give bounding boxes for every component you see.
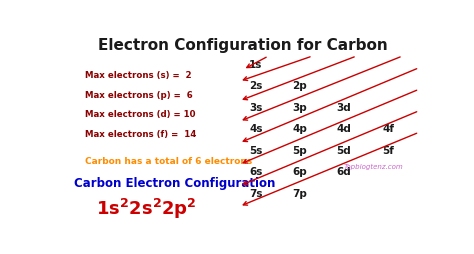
Text: 6p: 6p	[292, 167, 307, 177]
Text: 1s: 1s	[249, 60, 263, 70]
Text: 2s: 2s	[249, 81, 263, 91]
Text: 3d: 3d	[337, 103, 351, 113]
Text: Max electrons (s) =  2: Max electrons (s) = 2	[85, 71, 191, 80]
Text: Carbon Electron Configuration: Carbon Electron Configuration	[74, 177, 275, 189]
Text: 5p: 5p	[292, 146, 307, 156]
Text: 6d: 6d	[337, 167, 351, 177]
Text: 4f: 4f	[382, 124, 394, 134]
Text: Topblogtenz.com: Topblogtenz.com	[344, 164, 403, 170]
Text: 4s: 4s	[249, 124, 263, 134]
Text: Max electrons (f) =  14: Max electrons (f) = 14	[85, 130, 196, 139]
Text: 6s: 6s	[249, 167, 263, 177]
Text: 4p: 4p	[292, 124, 307, 134]
Text: 5d: 5d	[337, 146, 351, 156]
Text: $\mathbf{1s^{2}2s^{2}2p^{2}}$: $\mathbf{1s^{2}2s^{2}2p^{2}}$	[96, 196, 197, 220]
Text: Max electrons (d) = 10: Max electrons (d) = 10	[85, 110, 195, 119]
Text: Carbon has a total of 6 electrons: Carbon has a total of 6 electrons	[85, 157, 252, 166]
Text: 7s: 7s	[249, 189, 263, 199]
Text: Electron Configuration for Carbon: Electron Configuration for Carbon	[98, 38, 388, 53]
Text: 2p: 2p	[292, 81, 307, 91]
Text: Max electrons (p) =  6: Max electrons (p) = 6	[85, 90, 193, 100]
Text: 4d: 4d	[337, 124, 351, 134]
Text: 3p: 3p	[292, 103, 307, 113]
Text: 7p: 7p	[292, 189, 307, 199]
Text: 5s: 5s	[249, 146, 263, 156]
Text: 3s: 3s	[249, 103, 263, 113]
Text: 5f: 5f	[382, 146, 394, 156]
